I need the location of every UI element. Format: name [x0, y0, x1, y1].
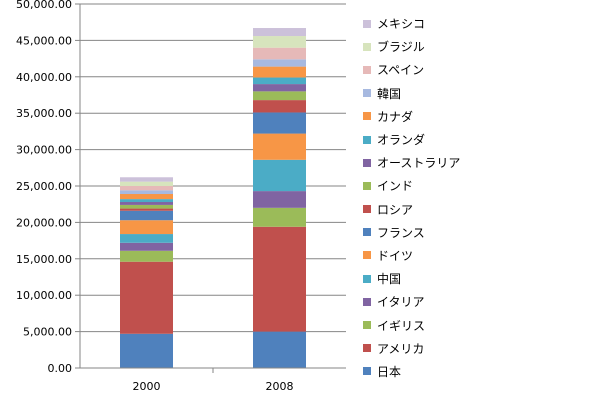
- legend-item: イギリス: [363, 313, 593, 336]
- legend-label: ロシア: [377, 202, 414, 217]
- legend-item: ドイツ: [363, 244, 593, 267]
- y-tick-label: 15,000.00: [16, 253, 72, 266]
- bar-segment: [120, 199, 173, 203]
- legend-swatch: [363, 19, 371, 28]
- y-tick-label: 10,000.00: [16, 289, 72, 302]
- bar-segment: [253, 159, 306, 192]
- legend-item: オーストラリア: [363, 151, 593, 174]
- legend-item: スペイン: [363, 58, 593, 81]
- legend-label: ブラジル: [377, 40, 425, 55]
- y-tick-label: 0.00: [48, 362, 73, 375]
- legend-item: 中国: [363, 267, 593, 290]
- bar-segment: [253, 331, 306, 368]
- legend-swatch: [363, 205, 371, 214]
- legend-label: カナダ: [377, 109, 414, 124]
- legend-swatch: [363, 42, 371, 51]
- legend-item: メキシコ: [363, 12, 593, 35]
- legend-swatch: [363, 274, 371, 283]
- legend-swatch: [363, 89, 371, 98]
- legend-label: スペイン: [377, 63, 425, 78]
- bar-segment: [120, 242, 173, 251]
- legend-swatch: [363, 158, 371, 167]
- y-tick-label: 30,000.00: [16, 144, 72, 157]
- bar-segment: [253, 133, 306, 160]
- legend-label: オーストラリア: [377, 156, 461, 171]
- legend-label: 中国: [377, 272, 402, 287]
- legend-item: ロシア: [363, 198, 593, 221]
- legend-swatch: [363, 297, 371, 306]
- bar-segment: [120, 250, 173, 262]
- legend-label: インド: [377, 179, 414, 194]
- bar-segment: [253, 91, 306, 101]
- bar-segment: [253, 77, 306, 85]
- legend-item: ブラジル: [363, 35, 593, 58]
- bar-segment: [120, 194, 173, 200]
- legend-label: メキシコ: [377, 17, 426, 32]
- legend-label: 韓国: [377, 86, 402, 101]
- legend-swatch: [363, 65, 371, 74]
- bar-segment: [253, 59, 306, 67]
- bar-segment: [253, 191, 306, 208]
- y-tick-label: 5,000.00: [23, 326, 72, 339]
- x-tick-label: 2008: [266, 380, 294, 393]
- y-tick-label: 40,000.00: [16, 71, 72, 84]
- legend-swatch: [363, 344, 371, 353]
- x-tick-label: 2000: [133, 380, 161, 393]
- legend-label: オランダ: [377, 133, 426, 148]
- bar-segment: [120, 204, 173, 209]
- legend-item: 日本: [363, 360, 593, 383]
- legend-item: アメリカ: [363, 337, 593, 360]
- legend-label: イタリア: [377, 295, 425, 310]
- bar-segment: [253, 226, 306, 332]
- y-tick-label: 50,000.00: [16, 0, 72, 11]
- legend-swatch: [363, 181, 371, 190]
- bar-segment: [120, 186, 173, 191]
- legend-label: フランス: [377, 225, 425, 240]
- bar-segment: [120, 234, 173, 243]
- bar-segment: [120, 220, 173, 235]
- y-tick-label: 20,000.00: [16, 216, 72, 229]
- bar-segment: [253, 84, 306, 92]
- legend-item: インド: [363, 174, 593, 197]
- bar-segment: [120, 208, 173, 211]
- bar-segment: [120, 202, 173, 205]
- x-axis-tick-labels: 2000 2008: [133, 380, 294, 393]
- bar-segment: [120, 333, 173, 368]
- y-tick-label: 35,000.00: [16, 107, 72, 120]
- legend-swatch: [363, 228, 371, 237]
- bar-segment: [253, 47, 306, 60]
- bar-segment: [253, 36, 306, 48]
- bar-segment: [120, 181, 173, 186]
- legend-swatch: [363, 367, 371, 376]
- legend-item: フランス: [363, 221, 593, 244]
- legend-item: イタリア: [363, 290, 593, 313]
- y-tick-label: 25,000.00: [16, 180, 72, 193]
- legend-swatch: [363, 251, 371, 260]
- legend-item: 韓国: [363, 82, 593, 105]
- bar-segment: [120, 177, 173, 182]
- legend-label: ドイツ: [377, 248, 414, 263]
- bar-segment: [253, 100, 306, 113]
- legend-label: 日本: [377, 364, 402, 379]
- legend-swatch: [363, 321, 371, 330]
- legend-label: アメリカ: [377, 341, 425, 356]
- bar-segment: [120, 190, 173, 195]
- bar-segment: [120, 261, 173, 334]
- bar-segment: [253, 66, 306, 78]
- legend-label: イギリス: [377, 318, 426, 333]
- bar-segment: [253, 207, 306, 227]
- bar-segment: [253, 112, 306, 134]
- y-axis-tick-labels: 0.00 5,000.00 10,000.00 15,000.00 20,000.00 2…: [16, 0, 72, 375]
- bar-segment: [120, 210, 173, 221]
- legend-swatch: [363, 135, 371, 144]
- legend-item: オランダ: [363, 128, 593, 151]
- legend-swatch: [363, 112, 371, 121]
- y-tick-label: 45,000.00: [16, 34, 72, 47]
- bar-segment: [253, 28, 306, 37]
- legend: メキシコブラジルスペイン韓国カナダオランダオーストラリア インドロシアフランスドイ…: [363, 12, 593, 383]
- axes: [79, 4, 346, 373]
- bars: [120, 28, 306, 368]
- legend-item: カナダ: [363, 105, 593, 128]
